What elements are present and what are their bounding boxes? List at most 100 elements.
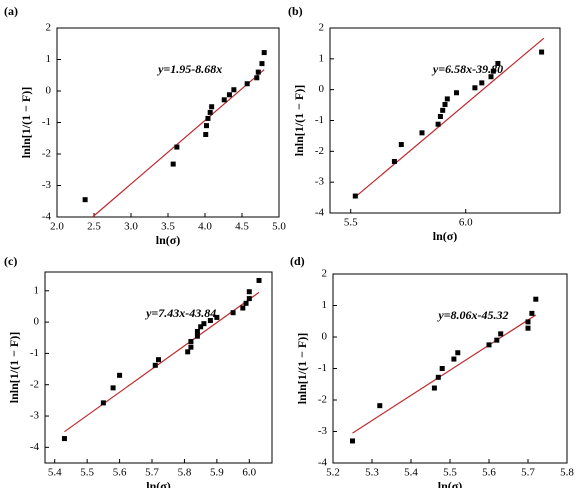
data-point	[259, 61, 265, 67]
data-point	[495, 60, 501, 66]
plot-frame	[44, 271, 273, 464]
fit-line	[92, 69, 265, 218]
y-tick-label: -1	[42, 116, 51, 128]
x-axis-label: ln(σ)	[156, 233, 181, 247]
data-point	[207, 109, 213, 115]
y-tick-label: -1	[318, 362, 327, 374]
y-tick-label: -1	[315, 114, 324, 126]
data-point	[231, 87, 237, 93]
data-point	[440, 107, 446, 113]
y-axis-label: lnln[1/(1 − F)]	[7, 332, 21, 404]
data-point	[350, 438, 355, 444]
y-tick-label: -1	[30, 347, 39, 359]
y-tick-label: -3	[318, 425, 328, 437]
x-tick-label: 5.5	[443, 467, 457, 479]
y-tick-label: 1	[34, 284, 40, 296]
panel-label: (b)	[288, 4, 303, 18]
x-tick-label: 5.2	[326, 467, 340, 479]
data-point	[226, 92, 232, 98]
data-point	[539, 49, 545, 55]
x-tick-label: 6.0	[242, 467, 256, 479]
x-tick-label: 5.4	[48, 467, 62, 479]
data-point	[246, 296, 252, 302]
data-point	[352, 193, 358, 199]
data-point	[152, 362, 158, 368]
y-tick-label: 0	[319, 83, 325, 95]
x-tick-label: 2.5	[87, 221, 101, 233]
y-tick-label: -4	[315, 207, 325, 219]
data-point	[240, 305, 246, 311]
data-point	[525, 325, 531, 331]
x-tick-label: 4.0	[198, 221, 212, 233]
x-tick-label: 6.0	[459, 217, 473, 229]
panel: (d) 5.2 5.3 5.4 5.5 5.6 5.7 5.8 -4 -3 -2 -1 0 1 2 ln(σ)…	[290, 254, 574, 488]
x-tick-label: 3.0	[124, 221, 138, 233]
x-tick-label: 5.8	[178, 467, 192, 479]
data-point	[198, 324, 204, 330]
data-point	[188, 339, 194, 345]
data-point	[455, 350, 461, 356]
data-point	[194, 333, 200, 339]
y-axis-label: lnln[1/(1 − F)]	[292, 85, 306, 157]
data-point	[203, 123, 209, 129]
data-point	[244, 81, 250, 87]
y-tick-label: -4	[42, 211, 52, 223]
data-point	[243, 300, 249, 306]
data-point	[435, 374, 441, 380]
data-point	[261, 50, 267, 56]
data-point	[442, 101, 448, 107]
panel: (c) 5.4 5.5 5.6 5.7 5.8 5.9 6.0 -4 -3 -2 -1 0 1 ln(σ) l…	[4, 254, 273, 488]
y-tick-label: 2	[319, 22, 325, 34]
data-point	[82, 197, 88, 203]
fit-equation: y=6.58x-39.80	[431, 62, 503, 76]
data-point	[100, 400, 106, 406]
y-axis-label: lnln[1/(1 − F)]	[295, 333, 309, 405]
data-point	[209, 104, 215, 110]
fit-line	[354, 37, 545, 198]
x-tick-label: 5.0	[272, 221, 286, 233]
y-tick-label: -4	[318, 457, 328, 469]
data-point	[391, 159, 397, 165]
fit-equation: y=1.95-8.68x	[156, 62, 222, 76]
y-tick-label: 1	[319, 52, 325, 64]
data-point	[174, 144, 180, 150]
x-tick-label: 3.5	[161, 221, 175, 233]
data-point	[194, 328, 200, 334]
fit-line	[64, 291, 260, 433]
x-tick-label: 5.3	[365, 467, 379, 479]
panel: (a) 2.0 2.5 3.0 3.5 4.0 4.5 5.0 -4 -3 -2 -1 0 1 2 ln(σ)…	[4, 4, 286, 247]
data-point	[439, 366, 445, 371]
data-point	[451, 356, 457, 362]
fit-line	[352, 314, 537, 434]
x-axis-label: ln(σ)	[438, 479, 463, 488]
data-point	[170, 161, 176, 167]
data-point	[494, 337, 500, 343]
data-point	[201, 321, 207, 327]
plot-frame	[332, 273, 568, 464]
y-tick-label: 0	[322, 331, 328, 343]
y-tick-label: -2	[42, 148, 51, 160]
x-tick-label: 5.6	[113, 467, 127, 479]
y-tick-label: 1	[322, 299, 328, 311]
data-point	[110, 385, 116, 391]
data-point	[205, 115, 211, 121]
data-point	[435, 121, 441, 127]
x-tick-label: 5.8	[560, 467, 574, 479]
y-tick-label: -3	[42, 179, 52, 191]
data-point	[490, 68, 496, 74]
x-tick-label: 4.5	[235, 221, 249, 233]
fit-equation: y=7.43x-43.84	[144, 306, 216, 320]
y-tick-label: -3	[30, 410, 40, 422]
data-point	[156, 357, 161, 363]
data-point	[256, 277, 262, 283]
data-point	[533, 296, 539, 302]
y-tick-label: 2	[322, 268, 328, 280]
y-tick-label: -4	[30, 441, 40, 453]
x-tick-label: 5.6	[482, 467, 496, 479]
data-point	[207, 318, 213, 324]
y-tick-label: 2	[46, 22, 52, 34]
data-point	[498, 331, 504, 337]
y-axis-label: lnln[1/(1 − F)]	[19, 87, 33, 159]
plot-frame	[329, 27, 561, 214]
